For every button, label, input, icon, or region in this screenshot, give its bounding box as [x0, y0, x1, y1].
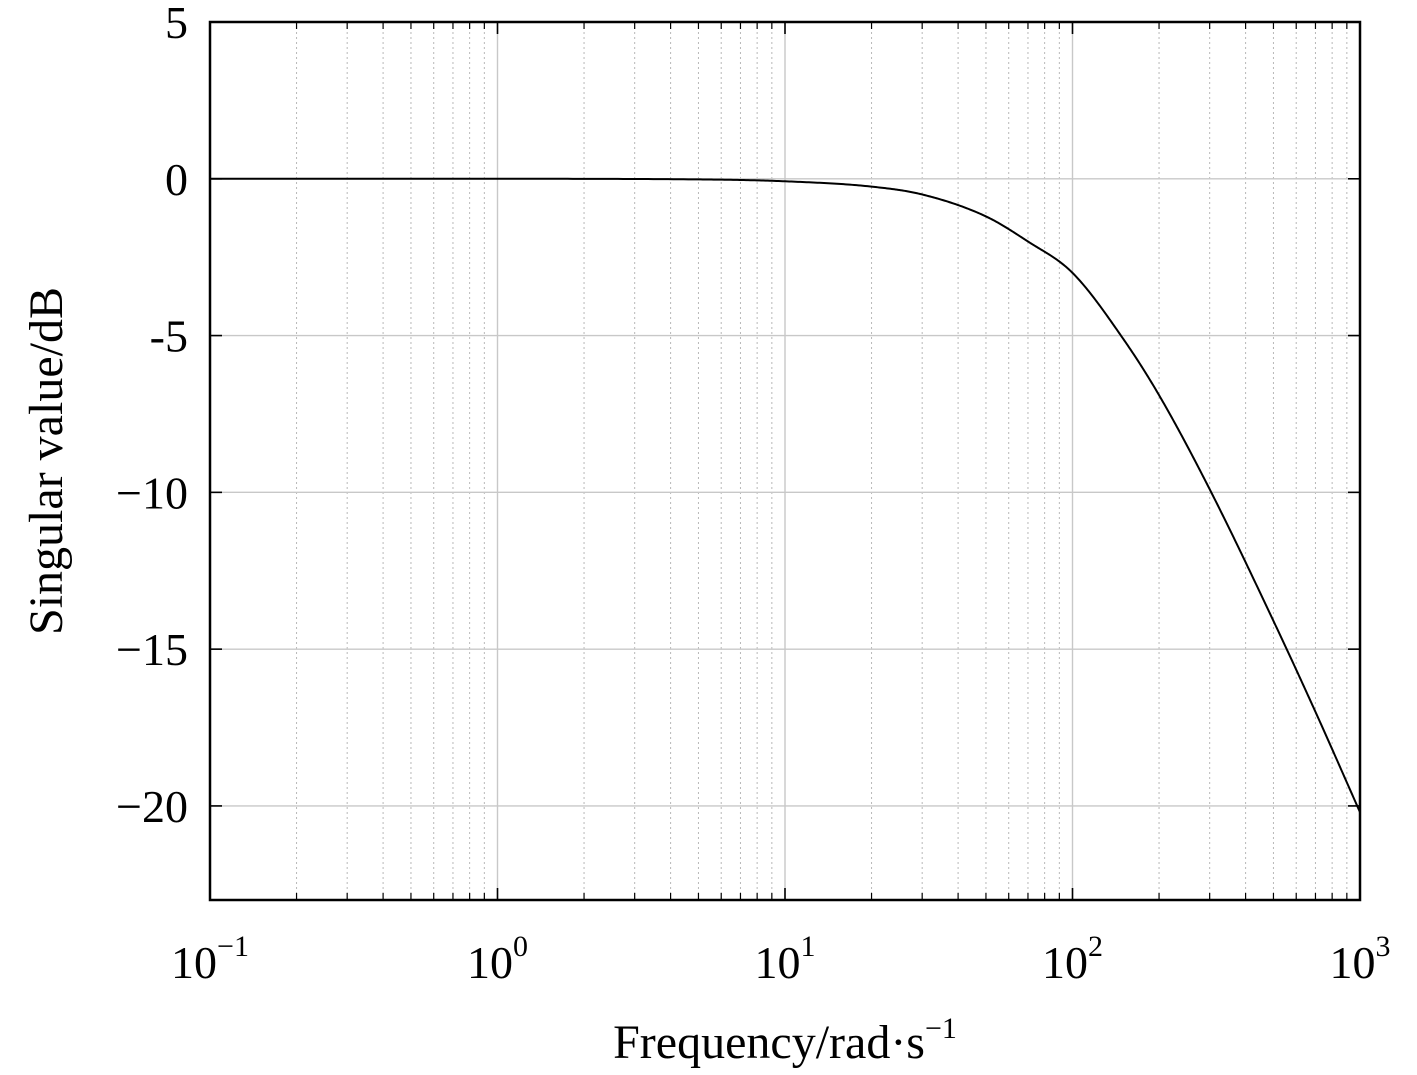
y-axis-label: Singular value/dB [20, 287, 73, 635]
y-tick-labels: 5 0 -5 −10 −15 −20 [116, 0, 188, 832]
y-tick-label: −20 [116, 781, 188, 832]
x-tick-label: 103 [1330, 930, 1391, 988]
x-tick-label: 101 [755, 930, 816, 988]
y-tick-label: 5 [165, 0, 188, 48]
y-tick-label: -5 [150, 311, 188, 362]
y-tick-label: −15 [116, 624, 188, 675]
y-tick-label: −10 [116, 467, 188, 518]
y-tick-label: 0 [165, 154, 188, 205]
series-line [210, 177, 1361, 813]
x-tick-label: 100 [467, 930, 528, 988]
x-tick-label: 10−1 [171, 930, 249, 988]
grid-lines [210, 22, 1360, 900]
x-tick-labels: 10−1 100 101 102 103 [171, 930, 1390, 988]
x-tick-label: 102 [1042, 930, 1103, 988]
plot-frame [208, 20, 1362, 902]
x-axis-label: Frequency/rad·s−1 [613, 1012, 957, 1069]
